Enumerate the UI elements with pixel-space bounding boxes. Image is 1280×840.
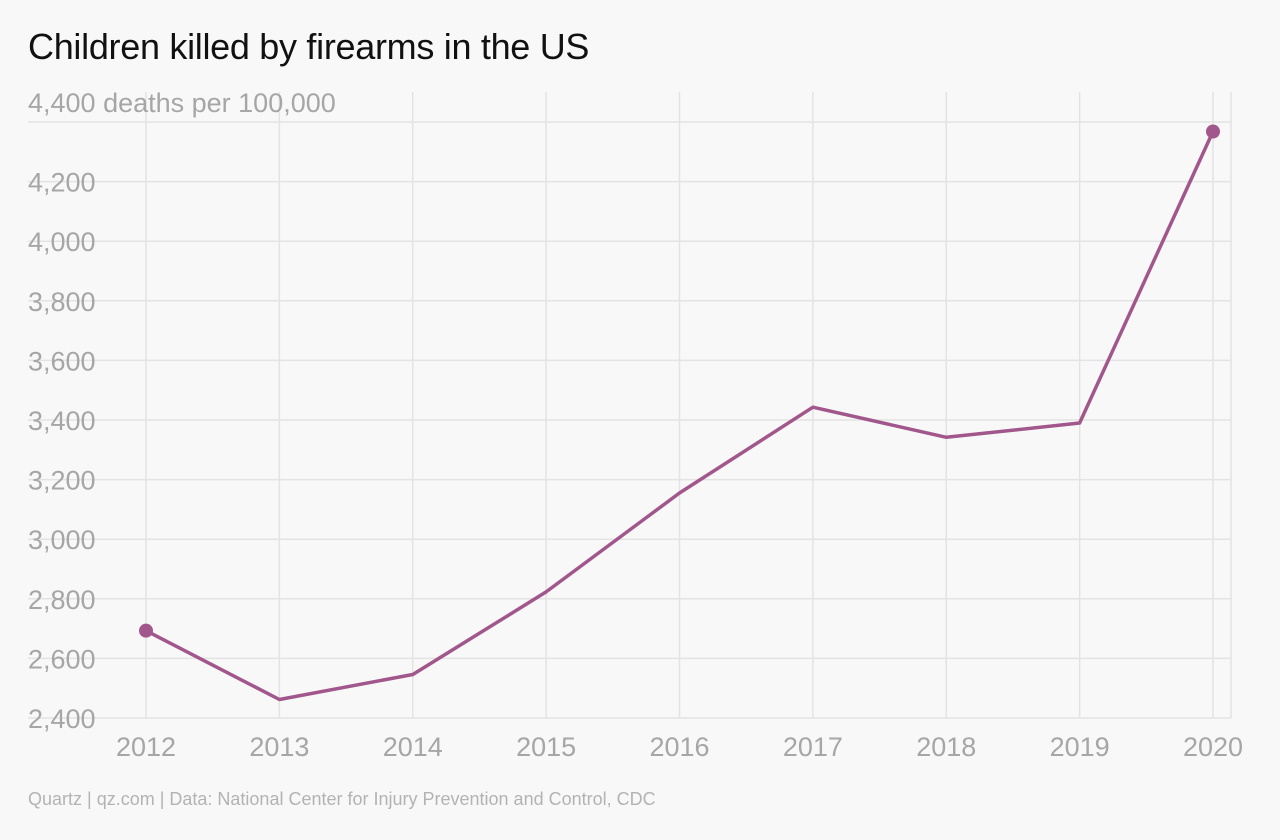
endpoint-marker-2012 — [139, 623, 153, 638]
y-tick-label: 3,200 — [28, 466, 96, 496]
horizontal-gridlines — [28, 121, 1231, 719]
y-tick-label: 4,400 deaths per 100,000 — [28, 88, 336, 118]
x-tick-label-2019: 2019 — [1050, 732, 1110, 762]
endpoint-marker-2020 — [1206, 124, 1220, 139]
x-tick-label-2018: 2018 — [916, 732, 976, 762]
y-tick-label: 3,400 — [28, 406, 96, 436]
y-tick-label: 2,400 — [28, 704, 96, 734]
y-tick-label: 4,200 — [28, 168, 96, 198]
vertical-gridlines — [145, 92, 1232, 718]
y-tick-label: 2,800 — [28, 585, 96, 615]
y-tick-label: 3,800 — [28, 287, 96, 317]
x-tick-label-2020: 2020 — [1183, 732, 1243, 762]
x-tick-label-2013: 2013 — [249, 732, 309, 762]
y-tick-label: 4,000 — [28, 227, 96, 257]
x-tick-label-2017: 2017 — [783, 732, 843, 762]
y-tick-label: 3,600 — [28, 346, 96, 376]
series-line — [145, 130, 1215, 702]
x-tick-label-2014: 2014 — [383, 732, 443, 762]
x-axis-tick-labels: 2012 2013 2014 2015 2016 2017 2018 2019 2020 — [116, 732, 1243, 762]
y-tick-label: 3,000 — [28, 525, 96, 555]
chart-title: Children killed by firearms in the US — [28, 26, 590, 67]
y-tick-label: 2,600 — [28, 644, 96, 674]
y-axis-tick-labels: 4,400 deaths per 100,000 4,200 4,000 3,800 3… — [28, 88, 336, 734]
series-layer — [139, 124, 1220, 702]
x-tick-label-2016: 2016 — [649, 732, 709, 762]
x-tick-label-2012: 2012 — [116, 732, 176, 762]
x-tick-label-2015: 2015 — [516, 732, 576, 762]
source-note: Quartz | qz.com | Data: National Center … — [28, 789, 656, 809]
